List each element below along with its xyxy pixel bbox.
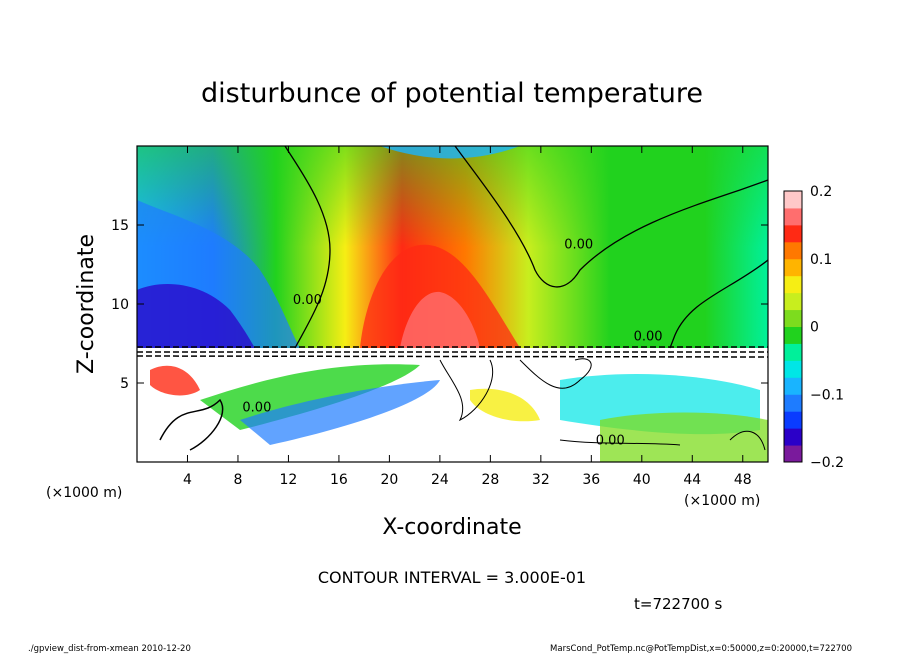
lower-blue-streak <box>240 380 440 445</box>
y-axis-label: Z-coordinate <box>74 234 99 374</box>
colorbar-swatch <box>784 241 802 260</box>
x-tick-label: 8 <box>233 472 242 488</box>
lower-yellow-patch <box>470 388 540 422</box>
contour-label: 0.00 <box>596 434 625 449</box>
lower-red-patch <box>150 365 200 396</box>
colorbar-swatch <box>784 292 802 311</box>
y-tick-label: 15 <box>111 218 129 234</box>
contour-lower-4 <box>559 439 681 446</box>
colorbar-swatch <box>784 411 802 429</box>
colorbar-tick-label: 0 <box>810 320 819 336</box>
colorbar-swatch <box>784 224 802 243</box>
contour-interval-text: CONTOUR INTERVAL = 3.000E-01 <box>318 568 586 587</box>
x-tick-label: 28 <box>481 472 499 488</box>
cold-core-left <box>137 284 255 348</box>
x-tick-label: 24 <box>431 472 449 488</box>
x-tick-label: 32 <box>532 472 550 488</box>
x-axis-label: X-coordinate <box>382 515 521 540</box>
plot-area <box>137 146 768 462</box>
x-tick-label: 40 <box>633 472 651 488</box>
colorbar-tick-label: −0.1 <box>810 387 844 403</box>
contour-label: 0.00 <box>242 400 271 415</box>
footer-right: MarsCond_PotTemp.nc@PotTempDist,x=0:5000… <box>550 644 852 654</box>
colorbar-swatch <box>784 191 802 209</box>
colorbar-swatch <box>784 309 802 327</box>
colorbar-tick-label: 0.2 <box>810 184 832 200</box>
x-unit-left: (×1000 m) <box>46 485 122 501</box>
x-tick-label: 44 <box>683 472 701 488</box>
colorbar-swatch <box>784 275 802 294</box>
contour-label: 0.00 <box>293 293 322 308</box>
colorbar: 0.2 0.1 0 −0.1 −0.2 <box>783 184 844 471</box>
x-tick-label: 12 <box>280 472 298 488</box>
lower-green-streak <box>200 364 420 430</box>
contour-lower-1 <box>159 398 224 451</box>
contour-zero-left <box>284 146 331 349</box>
colorbar-swatch <box>784 258 802 277</box>
footer-left: ./gpview_dist-from-xmean 2010-12-20 <box>28 644 191 654</box>
contour-zero-right <box>454 146 768 288</box>
colorbar-tick-label: 0.1 <box>810 252 832 268</box>
colorbar-swatch <box>784 428 802 446</box>
colorbar-swatch <box>784 343 802 361</box>
y-axis: 5 10 15 <box>111 218 768 392</box>
x-tick-label: 16 <box>330 472 348 488</box>
contour-label: 0.00 <box>634 329 663 344</box>
colorbar-frame <box>783 190 803 463</box>
contour-interface <box>137 346 768 358</box>
contour-labels: 0.00 0.00 0.00 0.00 0.00 <box>242 238 662 449</box>
contour-lower-2 <box>439 359 494 422</box>
x-tick-label: 36 <box>582 472 600 488</box>
colorbar-swatch <box>784 207 802 226</box>
x-tick-label: 20 <box>380 472 398 488</box>
colorbar-swatch <box>784 445 802 463</box>
time-text: t=722700 s <box>634 595 722 613</box>
contour-zero-right-low <box>669 259 768 349</box>
colorbar-swatch <box>784 377 802 395</box>
contour-lower-3 <box>519 358 592 389</box>
colorbar-tick-label: −0.2 <box>810 455 844 471</box>
contour-label: 0.00 <box>564 238 593 253</box>
colorbar-swatch <box>784 360 802 378</box>
y-tick-label: 10 <box>111 297 129 313</box>
warm-core-inner <box>400 291 480 348</box>
chart-title: disturbunce of potential temperature <box>201 78 703 109</box>
x-tick-label: 4 <box>183 472 192 488</box>
contour-lower-5 <box>729 430 766 451</box>
y-tick-label: 5 <box>120 376 129 392</box>
x-tick-label: 48 <box>734 472 752 488</box>
x-axis: 4 8 12 16 20 24 28 32 36 40 44 48 <box>183 146 752 488</box>
colorbar-swatch <box>784 326 802 344</box>
colorbar-swatch <box>784 394 802 412</box>
cyan-band-top <box>380 146 520 159</box>
x-unit-right: (×1000 m) <box>684 493 760 509</box>
lower-green-patch <box>600 412 768 462</box>
